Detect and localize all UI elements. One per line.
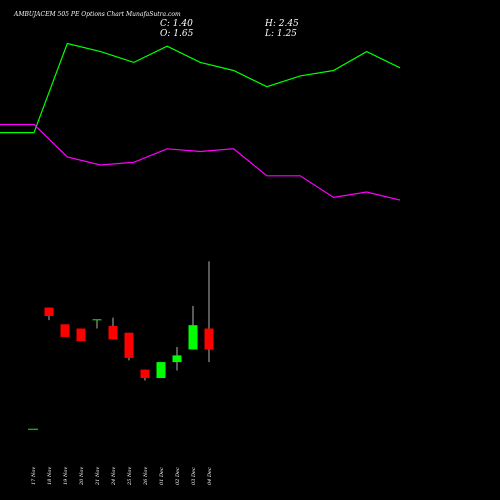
candles — [28, 261, 214, 430]
candle-body — [140, 369, 150, 379]
indicator-lines — [0, 42, 401, 201]
candle-body — [204, 328, 214, 350]
candle — [204, 261, 214, 363]
x-tick-label: 26 Nov — [143, 467, 149, 486]
x-axis-ticks: 17 Nov 18 Nov 19 Nov 20 Nov 21 Nov 24 Nov 25 N… — [31, 467, 213, 486]
x-tick-label: 24 Nov — [111, 467, 117, 486]
x-tick-label: 03 Dec — [191, 467, 197, 485]
low-stat: L: 1.25 — [264, 29, 297, 39]
candle-body — [124, 332, 134, 358]
candle — [140, 369, 150, 381]
candle — [156, 362, 166, 379]
candle-body — [44, 307, 54, 316]
lower-indicator-line — [0, 123, 401, 201]
x-tick-label: 02 Dec — [175, 467, 181, 485]
candle-body — [172, 355, 182, 363]
candle — [60, 324, 70, 337]
candle — [188, 305, 198, 350]
chart-title: AMBUJACEM 505 PE Options Chart MunafaSut… — [13, 11, 181, 18]
candle — [108, 317, 118, 340]
upper-indicator-line — [0, 42, 401, 134]
candle-body — [76, 328, 86, 342]
x-tick-label: 04 Dec — [207, 467, 213, 485]
x-tick-label: 20 Nov — [79, 467, 85, 486]
x-tick-label: 01 Dec — [159, 467, 165, 485]
high-stat: H: 2.45 — [264, 19, 299, 29]
x-tick-label: 19 Nov — [63, 467, 69, 485]
candle-body — [188, 325, 198, 350]
x-tick-label: 25 Nov — [127, 467, 133, 486]
x-tick-label: 18 Nov — [47, 467, 53, 485]
candle — [92, 319, 102, 329]
candle — [44, 307, 54, 321]
candle-body — [92, 319, 102, 321]
close-stat: C: 1.40 — [160, 19, 193, 29]
x-tick-label: 21 Nov — [95, 467, 101, 486]
open-stat: O: 1.65 — [160, 29, 194, 39]
candle — [124, 332, 134, 361]
candle-body — [108, 326, 118, 340]
candle — [172, 346, 182, 371]
candle-body — [60, 324, 70, 337]
candle — [28, 428, 38, 430]
x-tick-label: 17 Nov — [31, 467, 37, 485]
candle — [76, 328, 86, 342]
candle-body — [28, 428, 38, 430]
candle-body — [156, 362, 166, 379]
